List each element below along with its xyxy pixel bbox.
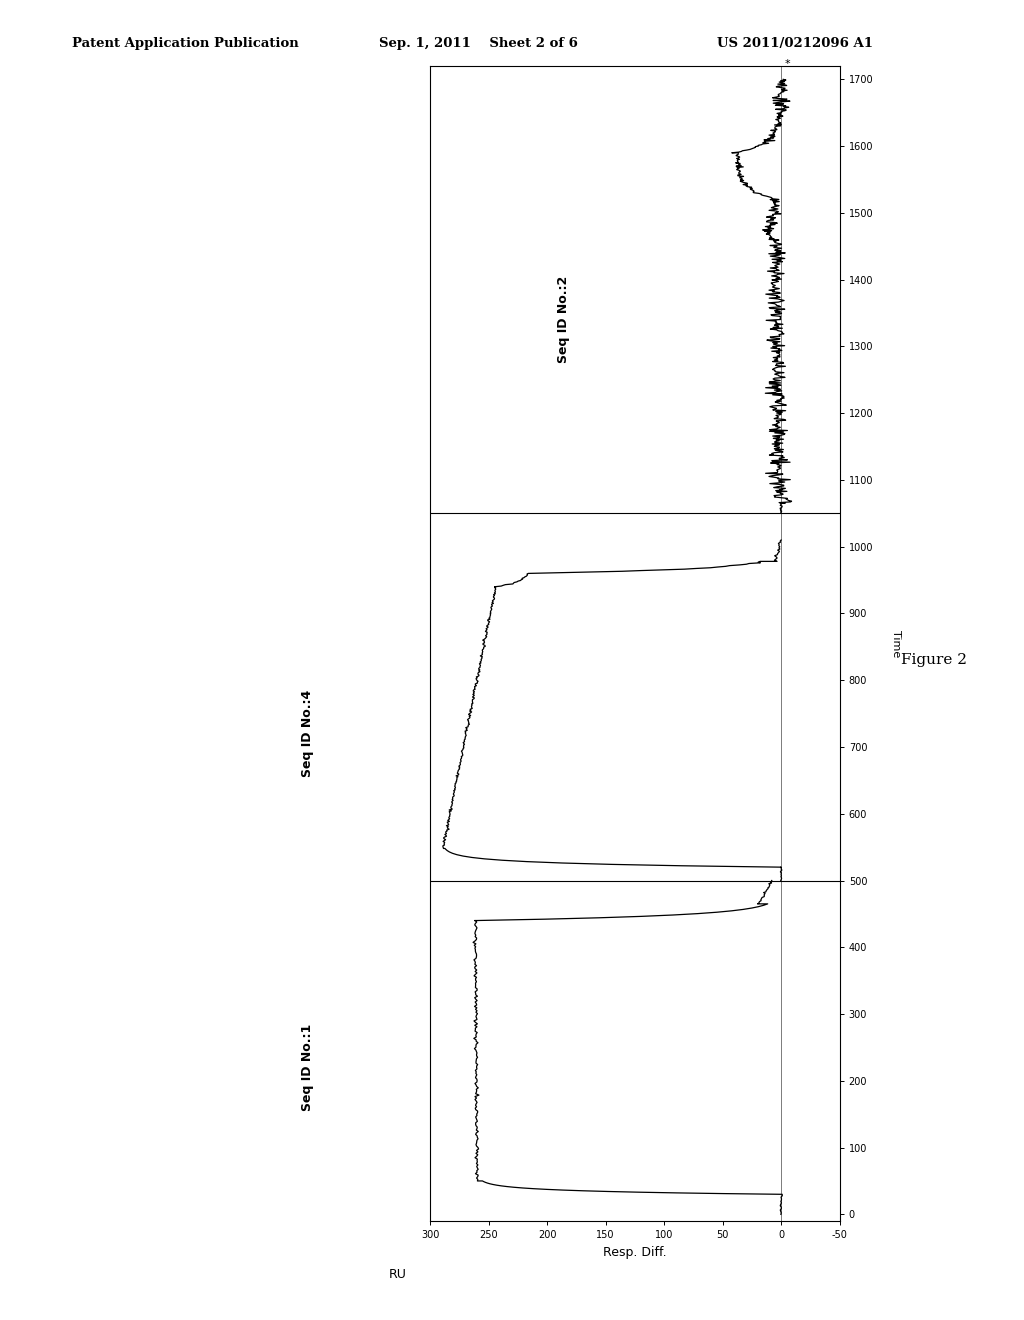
X-axis label: Resp. Diff.: Resp. Diff. [603, 1246, 667, 1258]
Text: Seq ID No.:4: Seq ID No.:4 [301, 690, 313, 777]
Text: US 2011/0212096 A1: US 2011/0212096 A1 [717, 37, 872, 50]
Text: Seq ID No.:1: Seq ID No.:1 [301, 1024, 313, 1111]
Text: Patent Application Publication: Patent Application Publication [72, 37, 298, 50]
Text: RU: RU [389, 1267, 407, 1280]
Text: Figure 2: Figure 2 [901, 653, 967, 667]
Y-axis label: Time: Time [891, 630, 901, 657]
Text: Seq ID No.:2: Seq ID No.:2 [557, 276, 569, 363]
Text: Sep. 1, 2011    Sheet 2 of 6: Sep. 1, 2011 Sheet 2 of 6 [379, 37, 578, 50]
Text: *: * [784, 59, 790, 70]
